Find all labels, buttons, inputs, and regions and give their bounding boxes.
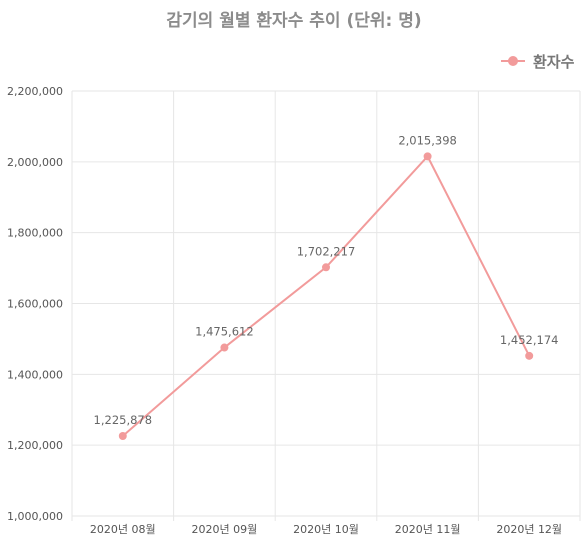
x-tick-label: 2020년 08월 <box>90 523 156 536</box>
y-tick-label: 2,000,000 <box>7 156 63 169</box>
x-tick-label: 2020년 11월 <box>395 523 461 536</box>
x-tick-label: 2020년 12월 <box>496 523 562 536</box>
data-point <box>525 351 534 360</box>
y-tick-label: 1,200,000 <box>7 439 63 452</box>
data-point <box>322 263 330 272</box>
series-line <box>122 154 531 437</box>
x-tick-label: 2020년 10월 <box>293 523 359 536</box>
x-tick-label: 2020년 09월 <box>192 523 258 536</box>
chart-title: 감기의 월별 환자수 추이 (단위: 명) <box>166 11 422 31</box>
data-point <box>118 432 127 441</box>
y-tick-label: 1,000,000 <box>7 510 63 523</box>
y-tick-label: 1,800,000 <box>7 227 63 240</box>
data-label: 1,225,878 <box>94 413 153 427</box>
legend-marker <box>508 56 518 66</box>
y-tick-label: 1,600,000 <box>7 298 63 311</box>
data-point <box>220 343 229 352</box>
data-label: 1,702,217 <box>297 244 356 258</box>
y-tick-label: 1,400,000 <box>7 368 63 381</box>
data-label: 1,452,174 <box>500 333 559 347</box>
data-point <box>423 152 432 161</box>
legend-label: 환자수 <box>533 53 575 71</box>
data-label: 2,015,398 <box>398 133 457 147</box>
y-tick-label: 2,200,000 <box>7 85 63 98</box>
data-label: 1,475,612 <box>195 325 254 339</box>
